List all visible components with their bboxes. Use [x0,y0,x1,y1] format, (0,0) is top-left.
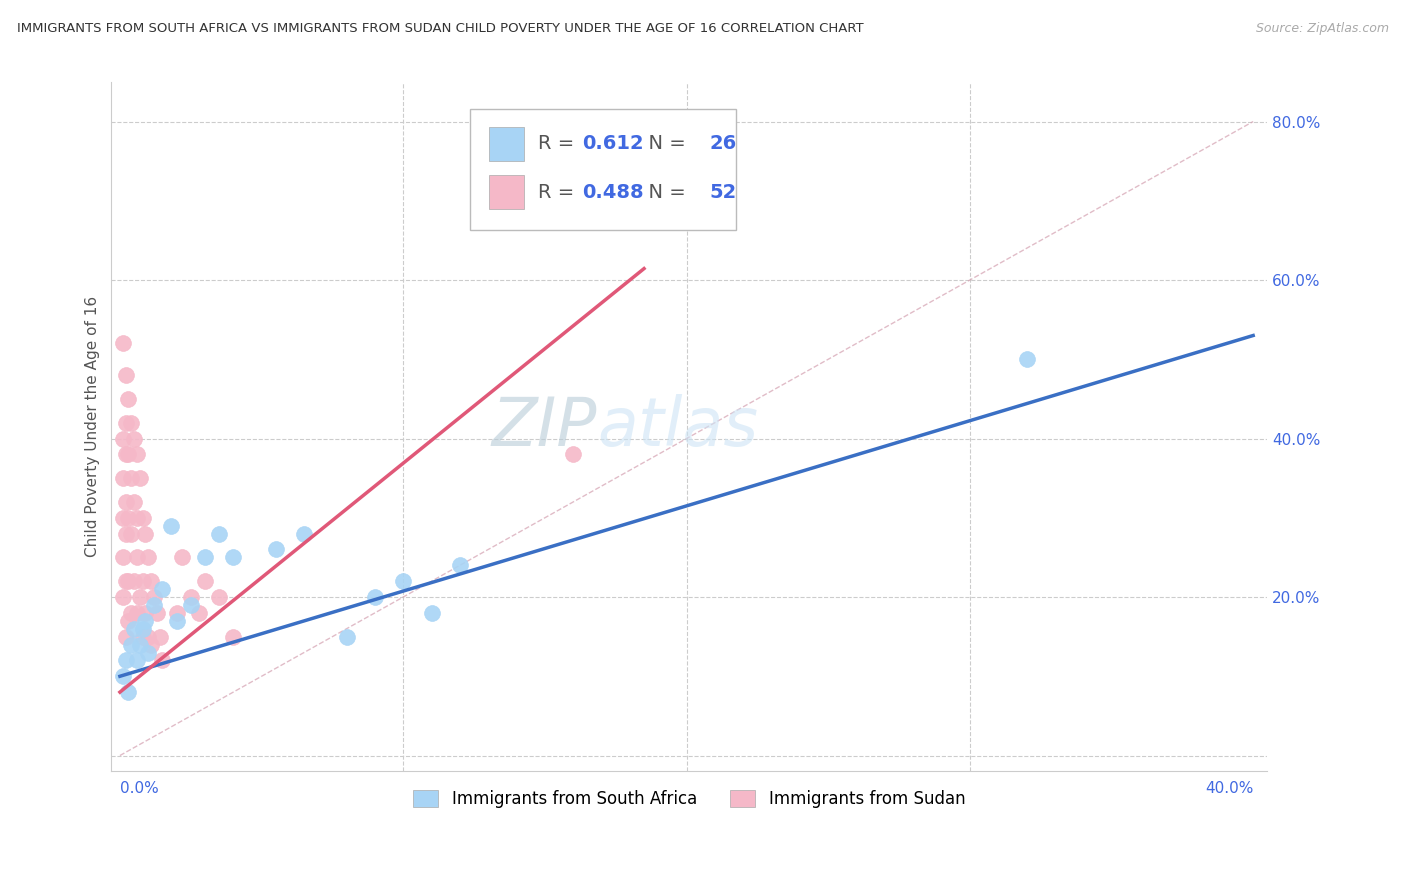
Point [136,630,159,644]
Point [120,526,142,541]
Point [139,574,162,589]
Point [120,638,142,652]
Y-axis label: Child Poverty Under the Age of 16: Child Poverty Under the Age of 16 [86,296,100,558]
Point [364,590,387,604]
Point [117,447,139,461]
Point [128,590,150,604]
Point [125,510,148,524]
Point [152,582,174,596]
Point [111,550,134,565]
Point [142,590,165,604]
Text: IMMIGRANTS FROM SOUTH AFRICA VS IMMIGRANTS FROM SUDAN CHILD POVERTY UNDER THE AG: IMMIGRANTS FROM SOUTH AFRICA VS IMMIGRAN… [17,22,863,36]
Point [142,598,165,612]
Text: 0.612: 0.612 [582,135,644,153]
Point [139,638,162,652]
Point [335,630,357,644]
Point [392,574,415,589]
Point [145,606,167,620]
FancyBboxPatch shape [470,110,735,230]
Point [131,510,153,524]
Point [114,447,136,461]
Point [125,606,148,620]
Text: 52: 52 [709,183,737,202]
Point [114,630,136,644]
Point [120,471,142,485]
Text: Source: ZipAtlas.com: Source: ZipAtlas.com [1256,22,1389,36]
Point [114,653,136,667]
Point [120,606,142,620]
Point [131,622,153,636]
Bar [489,127,524,161]
Point [160,518,183,533]
Point [117,685,139,699]
Text: R =: R = [538,183,581,202]
Point [264,542,287,557]
Point [188,606,211,620]
Text: 26: 26 [709,135,737,153]
Text: N =: N = [636,183,692,202]
Text: 40.0%: 40.0% [1205,780,1253,796]
Point [114,495,136,509]
Point [122,432,145,446]
Point [420,606,443,620]
Point [136,550,159,565]
Point [180,598,202,612]
Point [114,416,136,430]
Point [114,574,136,589]
Bar [489,175,524,210]
Point [449,558,471,573]
Point [114,368,136,383]
Point [122,495,145,509]
Point [208,590,231,604]
Text: atlas: atlas [598,393,758,459]
Point [222,630,245,644]
Point [180,590,202,604]
Point [117,574,139,589]
Text: R =: R = [538,135,581,153]
Point [117,392,139,406]
Point [114,526,136,541]
Point [131,574,153,589]
Point [111,432,134,446]
Point [166,606,188,620]
Point [222,550,245,565]
Point [125,550,148,565]
Point [111,590,134,604]
Text: 0.488: 0.488 [582,183,644,202]
Point [128,638,150,652]
Point [117,614,139,628]
Point [125,447,148,461]
Point [148,630,170,644]
Text: N =: N = [636,135,692,153]
Point [562,447,585,461]
Text: 0.0%: 0.0% [120,780,159,796]
Point [122,622,145,636]
Point [1015,352,1038,367]
Point [166,614,188,628]
Point [194,574,217,589]
Point [111,510,134,524]
Point [134,606,156,620]
Legend: Immigrants from South Africa, Immigrants from Sudan: Immigrants from South Africa, Immigrants… [406,783,972,814]
Point [136,646,159,660]
Point [134,526,156,541]
Point [111,669,134,683]
Point [117,510,139,524]
Point [120,416,142,430]
Point [131,630,153,644]
Point [134,614,156,628]
Point [152,653,174,667]
Point [128,471,150,485]
Text: ZIP: ZIP [492,393,598,459]
Point [111,471,134,485]
Point [111,336,134,351]
Point [194,550,217,565]
Point [292,526,315,541]
Point [172,550,194,565]
Point [122,574,145,589]
Point [125,653,148,667]
Point [208,526,231,541]
